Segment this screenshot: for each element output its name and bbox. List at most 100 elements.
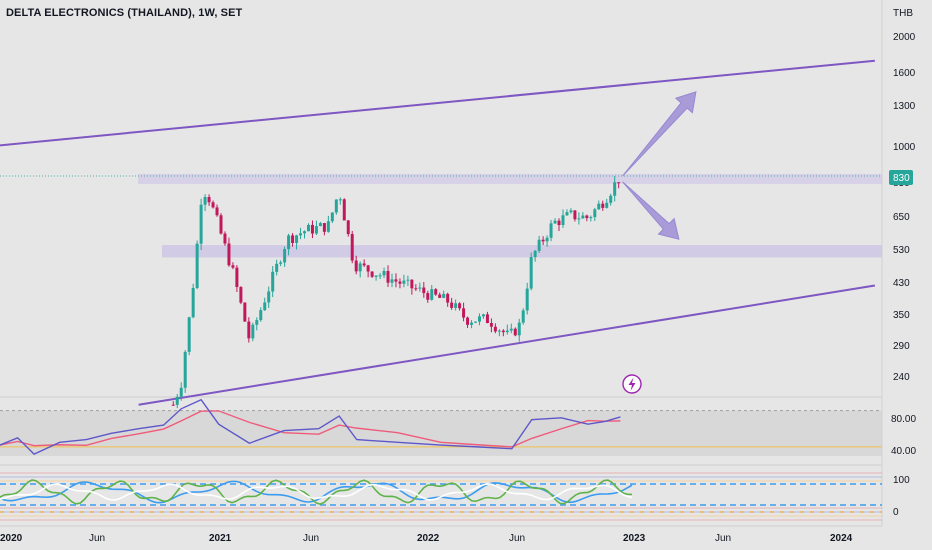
candle-body (255, 320, 259, 325)
candle-body (358, 263, 362, 272)
candle-body (601, 203, 605, 208)
channel-lines (0, 59, 876, 406)
resistance-zone (138, 173, 882, 184)
candle-body (613, 182, 617, 196)
rsi-band (0, 410, 882, 456)
candle-body (326, 221, 330, 232)
candle-body (418, 287, 422, 289)
candle-body (330, 212, 334, 222)
candle-body (346, 220, 350, 234)
candle-body (493, 326, 497, 332)
time-label-2023: 2023 (623, 533, 646, 544)
price-tick-430: 430 (893, 278, 910, 289)
candle-body (231, 265, 235, 268)
candle-body (402, 280, 406, 284)
candle-body (454, 303, 458, 308)
rsi-pane (0, 398, 882, 456)
candle-body (474, 321, 478, 323)
candle-body (318, 223, 322, 227)
candle-body (287, 235, 291, 250)
lower-channel-line (138, 284, 876, 406)
time-label-jun-2022: Jun (509, 533, 525, 544)
time-label-2022: 2022 (417, 533, 440, 544)
candle-body (446, 293, 450, 303)
candle-body (517, 322, 521, 336)
candle-body (557, 220, 561, 225)
candle-body (299, 233, 303, 236)
candle-body (521, 310, 525, 323)
rsi-ma-line (0, 410, 621, 448)
candle-body (561, 215, 565, 225)
candle-body (251, 324, 255, 339)
candle-body (354, 260, 358, 272)
price-tick-650: 650 (893, 212, 910, 223)
candle-body (350, 233, 354, 261)
zones (0, 173, 882, 258)
rsi-tick-80: 80.00 (891, 414, 916, 425)
candle-body (553, 220, 557, 224)
candle-body (219, 215, 223, 234)
candle-body (283, 249, 287, 263)
projection-arrow-up (622, 91, 697, 177)
candle-body (481, 314, 485, 317)
upper-channel-line (0, 59, 875, 147)
candle-body (291, 235, 295, 243)
candle-body (426, 293, 430, 300)
candle-body (179, 387, 183, 397)
candle-body (295, 235, 299, 243)
candle-body (581, 215, 585, 219)
candle-body (183, 351, 187, 388)
candle-body (390, 279, 394, 283)
candle-body (585, 215, 589, 219)
candle-body (533, 250, 537, 258)
candle-body (549, 223, 553, 238)
candle-body (470, 322, 474, 325)
candle-body (410, 279, 414, 289)
candle-body (203, 197, 207, 205)
price-axis: THB 2000 1600 1300 1000 830 650 530 430 … (889, 8, 916, 518)
candle-body (525, 288, 529, 311)
candle-body (442, 293, 446, 298)
candle-body (279, 262, 283, 264)
lightning-icon[interactable] (622, 374, 642, 394)
candle-body (462, 308, 466, 318)
candle-body (235, 267, 239, 288)
candle-body (207, 197, 211, 203)
candle-body (227, 243, 231, 266)
projection-arrows (622, 91, 697, 240)
candle-body (422, 287, 426, 294)
candle-body (489, 323, 493, 327)
candle-body (573, 210, 577, 220)
candle-body (314, 226, 318, 234)
candle-body (577, 218, 581, 220)
candle-body (271, 271, 275, 292)
candle-body (378, 275, 382, 277)
rsi-line (0, 398, 621, 455)
candle-body (243, 302, 247, 322)
time-label-jun-2023: Jun (715, 533, 731, 544)
support-zone (162, 245, 882, 258)
candle-body (263, 302, 267, 311)
price-tick-1000: 1000 (893, 142, 916, 153)
candle-body (306, 224, 310, 232)
candle-body (191, 287, 195, 318)
candle-body (597, 203, 601, 210)
candle-body (485, 314, 489, 324)
candle-body (187, 317, 191, 352)
last-price-tag (889, 170, 913, 185)
price-tick-530: 530 (893, 245, 910, 256)
candle-body (430, 289, 434, 300)
candles (171, 176, 621, 409)
time-label-2024: 2024 (830, 533, 853, 544)
time-label-2021: 2021 (209, 533, 232, 544)
candle-body (366, 265, 370, 272)
candle-body (334, 199, 338, 213)
candle-body (569, 210, 573, 213)
candle-body (239, 287, 243, 303)
time-label-2020: 2020 (0, 533, 23, 544)
price-axis-unit: THB (893, 8, 913, 19)
candle-body (195, 243, 199, 288)
time-label-jun-2021: Jun (303, 533, 319, 544)
candle-body (215, 207, 219, 216)
